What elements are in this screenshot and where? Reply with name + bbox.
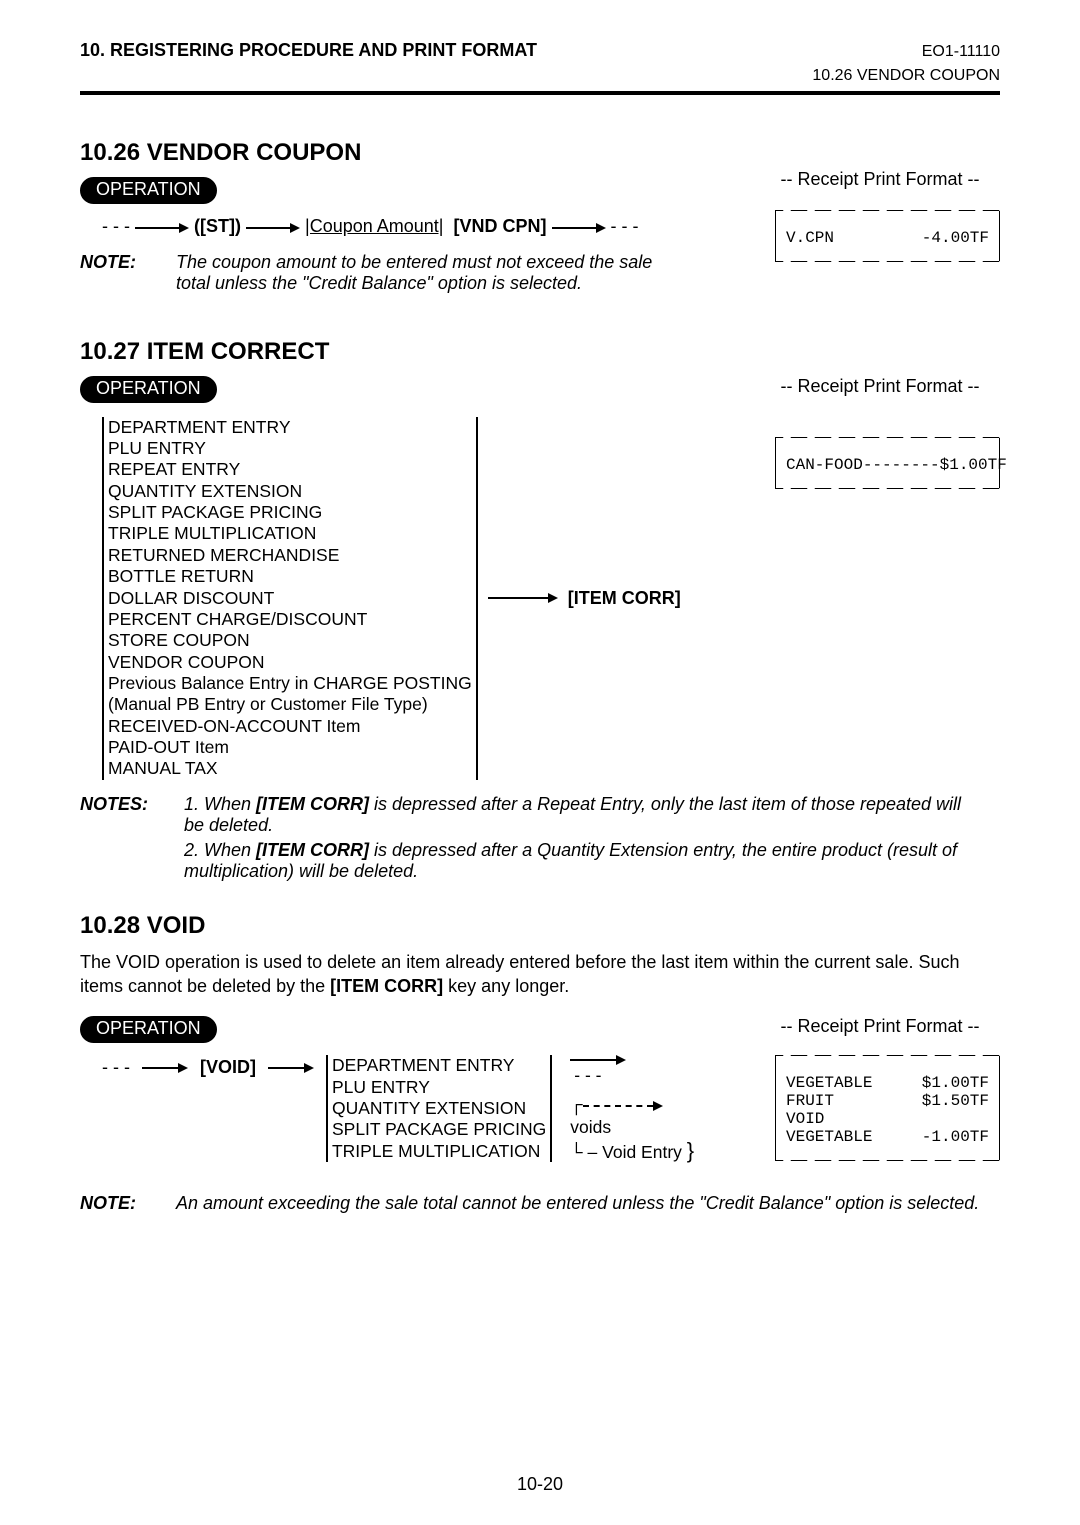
entry-item: Previous Balance Entry in CHARGE POSTING	[108, 673, 472, 694]
entry-item: MANUAL TAX	[108, 758, 472, 779]
header-rule	[80, 91, 1000, 95]
rpf-28: -- Receipt Print Format --	[760, 1016, 1000, 1037]
entry-item: DEPARTMENT ENTRY	[332, 1055, 546, 1076]
flow-pre: - - -	[102, 216, 130, 236]
entry-item: PLU ENTRY	[332, 1077, 546, 1098]
note-body-28: An amount exceeding the sale total canno…	[176, 1193, 979, 1214]
section-10-27-title: 10.27 ITEM CORRECT	[80, 338, 1000, 366]
entry-item: QUANTITY EXTENSION	[108, 481, 472, 502]
entry-item: QUANTITY EXTENSION	[332, 1098, 546, 1119]
entry-item: SPLIT PACKAGE PRICING	[332, 1119, 546, 1140]
receipt-26-l1a: V.CPN	[786, 229, 834, 247]
receipt-26-l1b: -4.00TF	[922, 229, 989, 247]
entry-item: PLU ENTRY	[108, 438, 472, 459]
entry-item: PAID-OUT Item	[108, 737, 472, 758]
entry-item: SPLIT PACKAGE PRICING	[108, 502, 472, 523]
notes-label-27: NOTES:	[80, 794, 160, 886]
entry-item: BOTTLE RETURN	[108, 566, 472, 587]
receipt-26: V.CPN -4.00TF	[775, 210, 1000, 262]
flow-st: ([ST])	[194, 216, 241, 236]
note-label-28: NOTE:	[80, 1193, 160, 1214]
entry-item: REPEAT ENTRY	[108, 459, 472, 480]
note-27-2: 2. When [ITEM CORR] is depressed after a…	[184, 840, 984, 882]
flow28-dash: ┌	[570, 1094, 694, 1115]
rpf-27: -- Receipt Print Format --	[760, 376, 1000, 397]
body-28: The VOID operation is used to delete an …	[80, 950, 1000, 999]
arrow-27	[488, 593, 558, 603]
header-code: EO1-11110	[922, 43, 1000, 61]
page-number: 10-20	[0, 1474, 1080, 1495]
section-10-28-title: 10.28 VOID	[80, 912, 1000, 940]
entry-item: DEPARTMENT ENTRY	[108, 417, 472, 438]
note-27-1: 1. When [ITEM CORR] is depressed after a…	[184, 794, 984, 836]
entry-item: PERCENT CHARGE/DISCOUNT	[108, 609, 472, 630]
entry-item: (Manual PB Entry or Customer File Type)	[108, 694, 472, 715]
flow28-pre: - - -	[102, 1055, 130, 1078]
flow-vnd: [VND CPN]	[454, 216, 547, 236]
operation-pill-27: OPERATION	[80, 376, 217, 403]
entry-item: TRIPLE MULTIPLICATION	[332, 1141, 546, 1162]
entries-28: DEPARTMENT ENTRYPLU ENTRYQUANTITY EXTENS…	[326, 1055, 552, 1162]
entry-item: DOLLAR DISCOUNT	[108, 588, 472, 609]
header-left: 10. REGISTERING PROCEDURE AND PRINT FORM…	[80, 40, 537, 61]
entry-item: TRIPLE MULTIPLICATION	[108, 523, 472, 544]
flow-post: - - -	[611, 216, 639, 236]
header-sub: 10.26 VENDOR COUPON	[80, 67, 1000, 85]
operation-pill-28: OPERATION	[80, 1016, 217, 1043]
entry-item: RECEIVED-ON-ACCOUNT Item	[108, 716, 472, 737]
flow28-voids: voids	[570, 1117, 694, 1138]
item-corr-key: [ITEM CORR]	[568, 588, 681, 609]
note-body-26: The coupon amount to be entered must not…	[176, 252, 656, 294]
flow-coupon: |Coupon Amount|	[305, 216, 443, 236]
entry-item: RETURNED MERCHANDISE	[108, 545, 472, 566]
operation-pill-26: OPERATION	[80, 177, 217, 204]
entry-item: VENDOR COUPON	[108, 652, 472, 673]
section-10-26-title: 10.26 VENDOR COUPON	[80, 139, 730, 167]
void-key: [VOID]	[200, 1055, 256, 1078]
receipt-27-l1: CAN-FOOD--------$1.00TF	[786, 456, 1007, 474]
flow-26: - - - ([ST]) |Coupon Amount| [VND CPN] -…	[102, 216, 730, 238]
rpf-26: -- Receipt Print Format --	[760, 169, 1000, 190]
entries-27: DEPARTMENT ENTRYPLU ENTRYREPEAT ENTRYQUA…	[102, 417, 478, 780]
receipt-28: VEGETABLE$1.00TF FRUIT$1.50TF VOID VEGET…	[775, 1055, 1000, 1161]
note-label-26: NOTE:	[80, 252, 160, 294]
flow28-void-entry: └ – Void Entry }	[570, 1140, 694, 1163]
entry-item: STORE COUPON	[108, 630, 472, 651]
flow28-arrow-top: - - -	[570, 1055, 694, 1086]
receipt-27: CAN-FOOD--------$1.00TF	[775, 437, 1000, 489]
